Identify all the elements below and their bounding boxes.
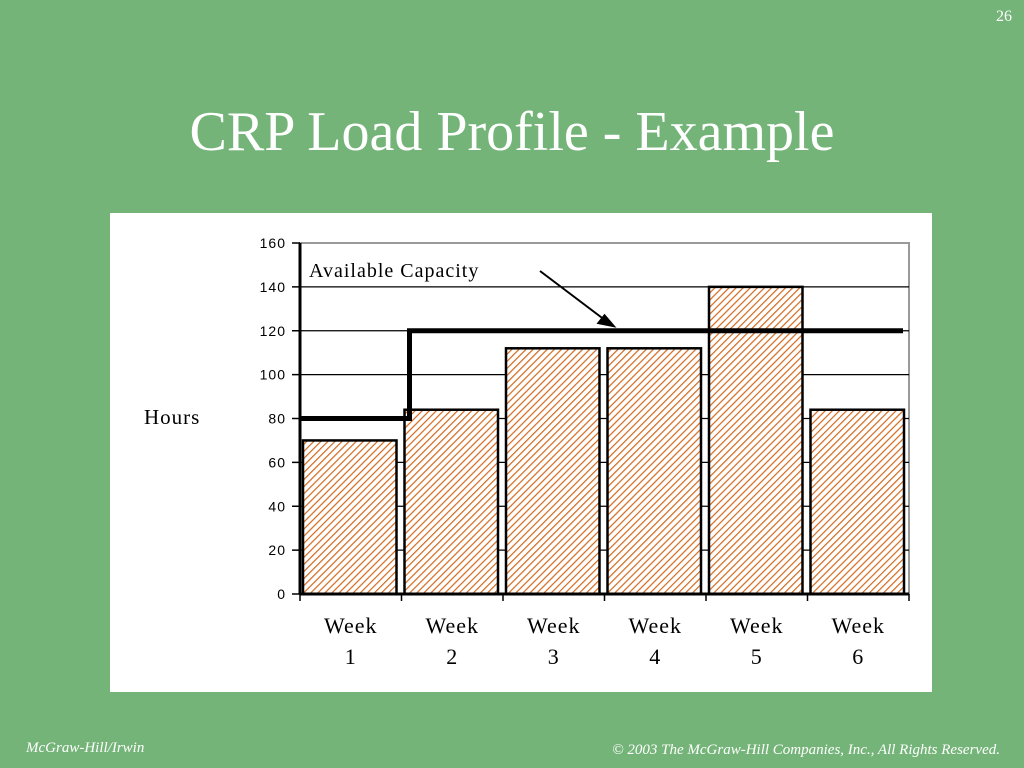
x-tick-label-week-2: Week (425, 613, 479, 638)
footer-publisher: McGraw-Hill/Irwin (26, 740, 145, 756)
load-profile-chart: 0 20 40 60 80 100 120 140 160 Week 1 Week 2 Week 3 Week… (144, 235, 910, 669)
x-tick-label-week-4: Week (628, 613, 682, 638)
y-axis-title: Hours (144, 405, 200, 429)
x-tick-label-week-1: Week (324, 613, 378, 638)
y-tick-label: 60 (268, 454, 286, 470)
footer-copyright: © 2003 The McGraw-Hill Companies, Inc., … (612, 742, 1000, 758)
y-tick-label: 80 (268, 411, 286, 427)
capacity-annotation: Available Capacity (309, 260, 479, 282)
y-tick-label: 160 (260, 235, 286, 251)
y-tick-label: 140 (260, 279, 286, 295)
slide-number: 26 (996, 8, 1012, 25)
bar-week-6 (809, 408, 906, 596)
capacity-line (300, 328, 903, 421)
bar-week-2 (403, 408, 500, 596)
x-tick-label-week-3: Week (527, 613, 581, 638)
x-tick-label-number-6: 6 (852, 644, 864, 669)
y-tick-label: 100 (260, 367, 286, 383)
chart-container: 0 20 40 60 80 100 120 140 160 Week 1 Week 2 Week 3 Week… (110, 213, 932, 692)
x-tick-label-number-5: 5 (751, 644, 763, 669)
annotation-arrow-line (539, 270, 610, 324)
y-tick-label: 40 (268, 498, 286, 514)
x-tick-label-number-4: 4 (649, 644, 661, 669)
slide-title: CRP Load Profile - Example (189, 101, 835, 163)
annotation-arrow-head (596, 313, 617, 328)
y-tick-label: 20 (268, 542, 286, 558)
y-tick-label: 0 (277, 586, 286, 602)
x-tick-label-week-5: Week (730, 613, 784, 638)
x-tick-label-week-6: Week (831, 613, 885, 638)
x-tick-label-number-2: 2 (446, 644, 458, 669)
y-tick-label: 120 (260, 323, 286, 339)
x-tick-label-number-3: 3 (548, 644, 560, 669)
bar-week-1 (301, 439, 398, 596)
bar-week-3 (504, 347, 601, 596)
bar-week-4 (606, 347, 703, 596)
x-tick-label-number-1: 1 (345, 644, 357, 669)
